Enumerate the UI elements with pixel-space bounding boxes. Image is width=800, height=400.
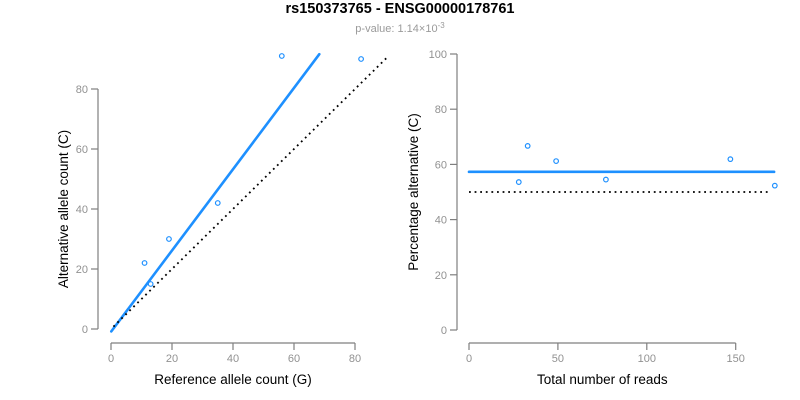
fit-line (110, 52, 321, 333)
pvalue-subtitle: p-value: 1.14×10-3 (0, 21, 800, 35)
x-tick-label: 60 (288, 353, 300, 365)
y-tick-label: 0 (441, 325, 447, 337)
data-point (553, 158, 560, 164)
y-tick-label: 40 (435, 215, 447, 227)
data-point (603, 176, 609, 183)
data-point (147, 281, 154, 287)
x-tick-label: 0 (108, 353, 114, 365)
left-scatter-panel: 0 20 40 60 80 0 20 40 60 80 Reference allele count… (56, 52, 388, 387)
data-point (166, 236, 172, 242)
x-tick-label: 20 (166, 353, 178, 365)
data-point (141, 260, 148, 266)
y-tick-label: 20 (76, 264, 88, 276)
x-tick-label: 50 (552, 353, 564, 365)
pvalue-exponent: -3 (437, 21, 445, 30)
x-tick-label: 80 (349, 353, 361, 365)
y-tick-label: 60 (76, 144, 88, 156)
pvalue-text: p-value: 1.14×10 (355, 23, 438, 35)
y-axis-title: Alternative allele count (C) (56, 130, 71, 288)
y-tick-label: 20 (435, 270, 447, 282)
y-tick-label: 60 (435, 159, 447, 171)
page-title: rs150373765 - ENSG00000178761 (285, 1, 515, 17)
x-axis-title: Reference allele count (G) (154, 372, 312, 387)
y-tick-label: 80 (76, 84, 88, 96)
data-point (214, 200, 221, 206)
y-tick-label: 40 (76, 204, 88, 216)
data-point (771, 182, 778, 189)
data-point (515, 179, 522, 185)
y-axis-title: Percentage alternative (C) (406, 113, 421, 271)
x-tick-label: 100 (638, 353, 656, 365)
data-point (524, 143, 531, 149)
data-point (727, 156, 734, 163)
x-tick-label: 0 (466, 353, 472, 365)
identity-line (112, 57, 388, 328)
data-point (358, 56, 365, 62)
x-axis-title: Total number of reads (537, 372, 668, 387)
y-tick-label: 100 (429, 49, 447, 61)
y-tick-label: 80 (435, 104, 447, 116)
data-point (278, 53, 285, 59)
right-scatter-panel: 0 50 100 150 0 20 40 60 80 100 Total number of rea… (406, 49, 778, 387)
x-tick-label: 40 (227, 353, 239, 365)
x-tick-label: 150 (727, 353, 745, 365)
y-tick-label: 0 (82, 324, 88, 336)
